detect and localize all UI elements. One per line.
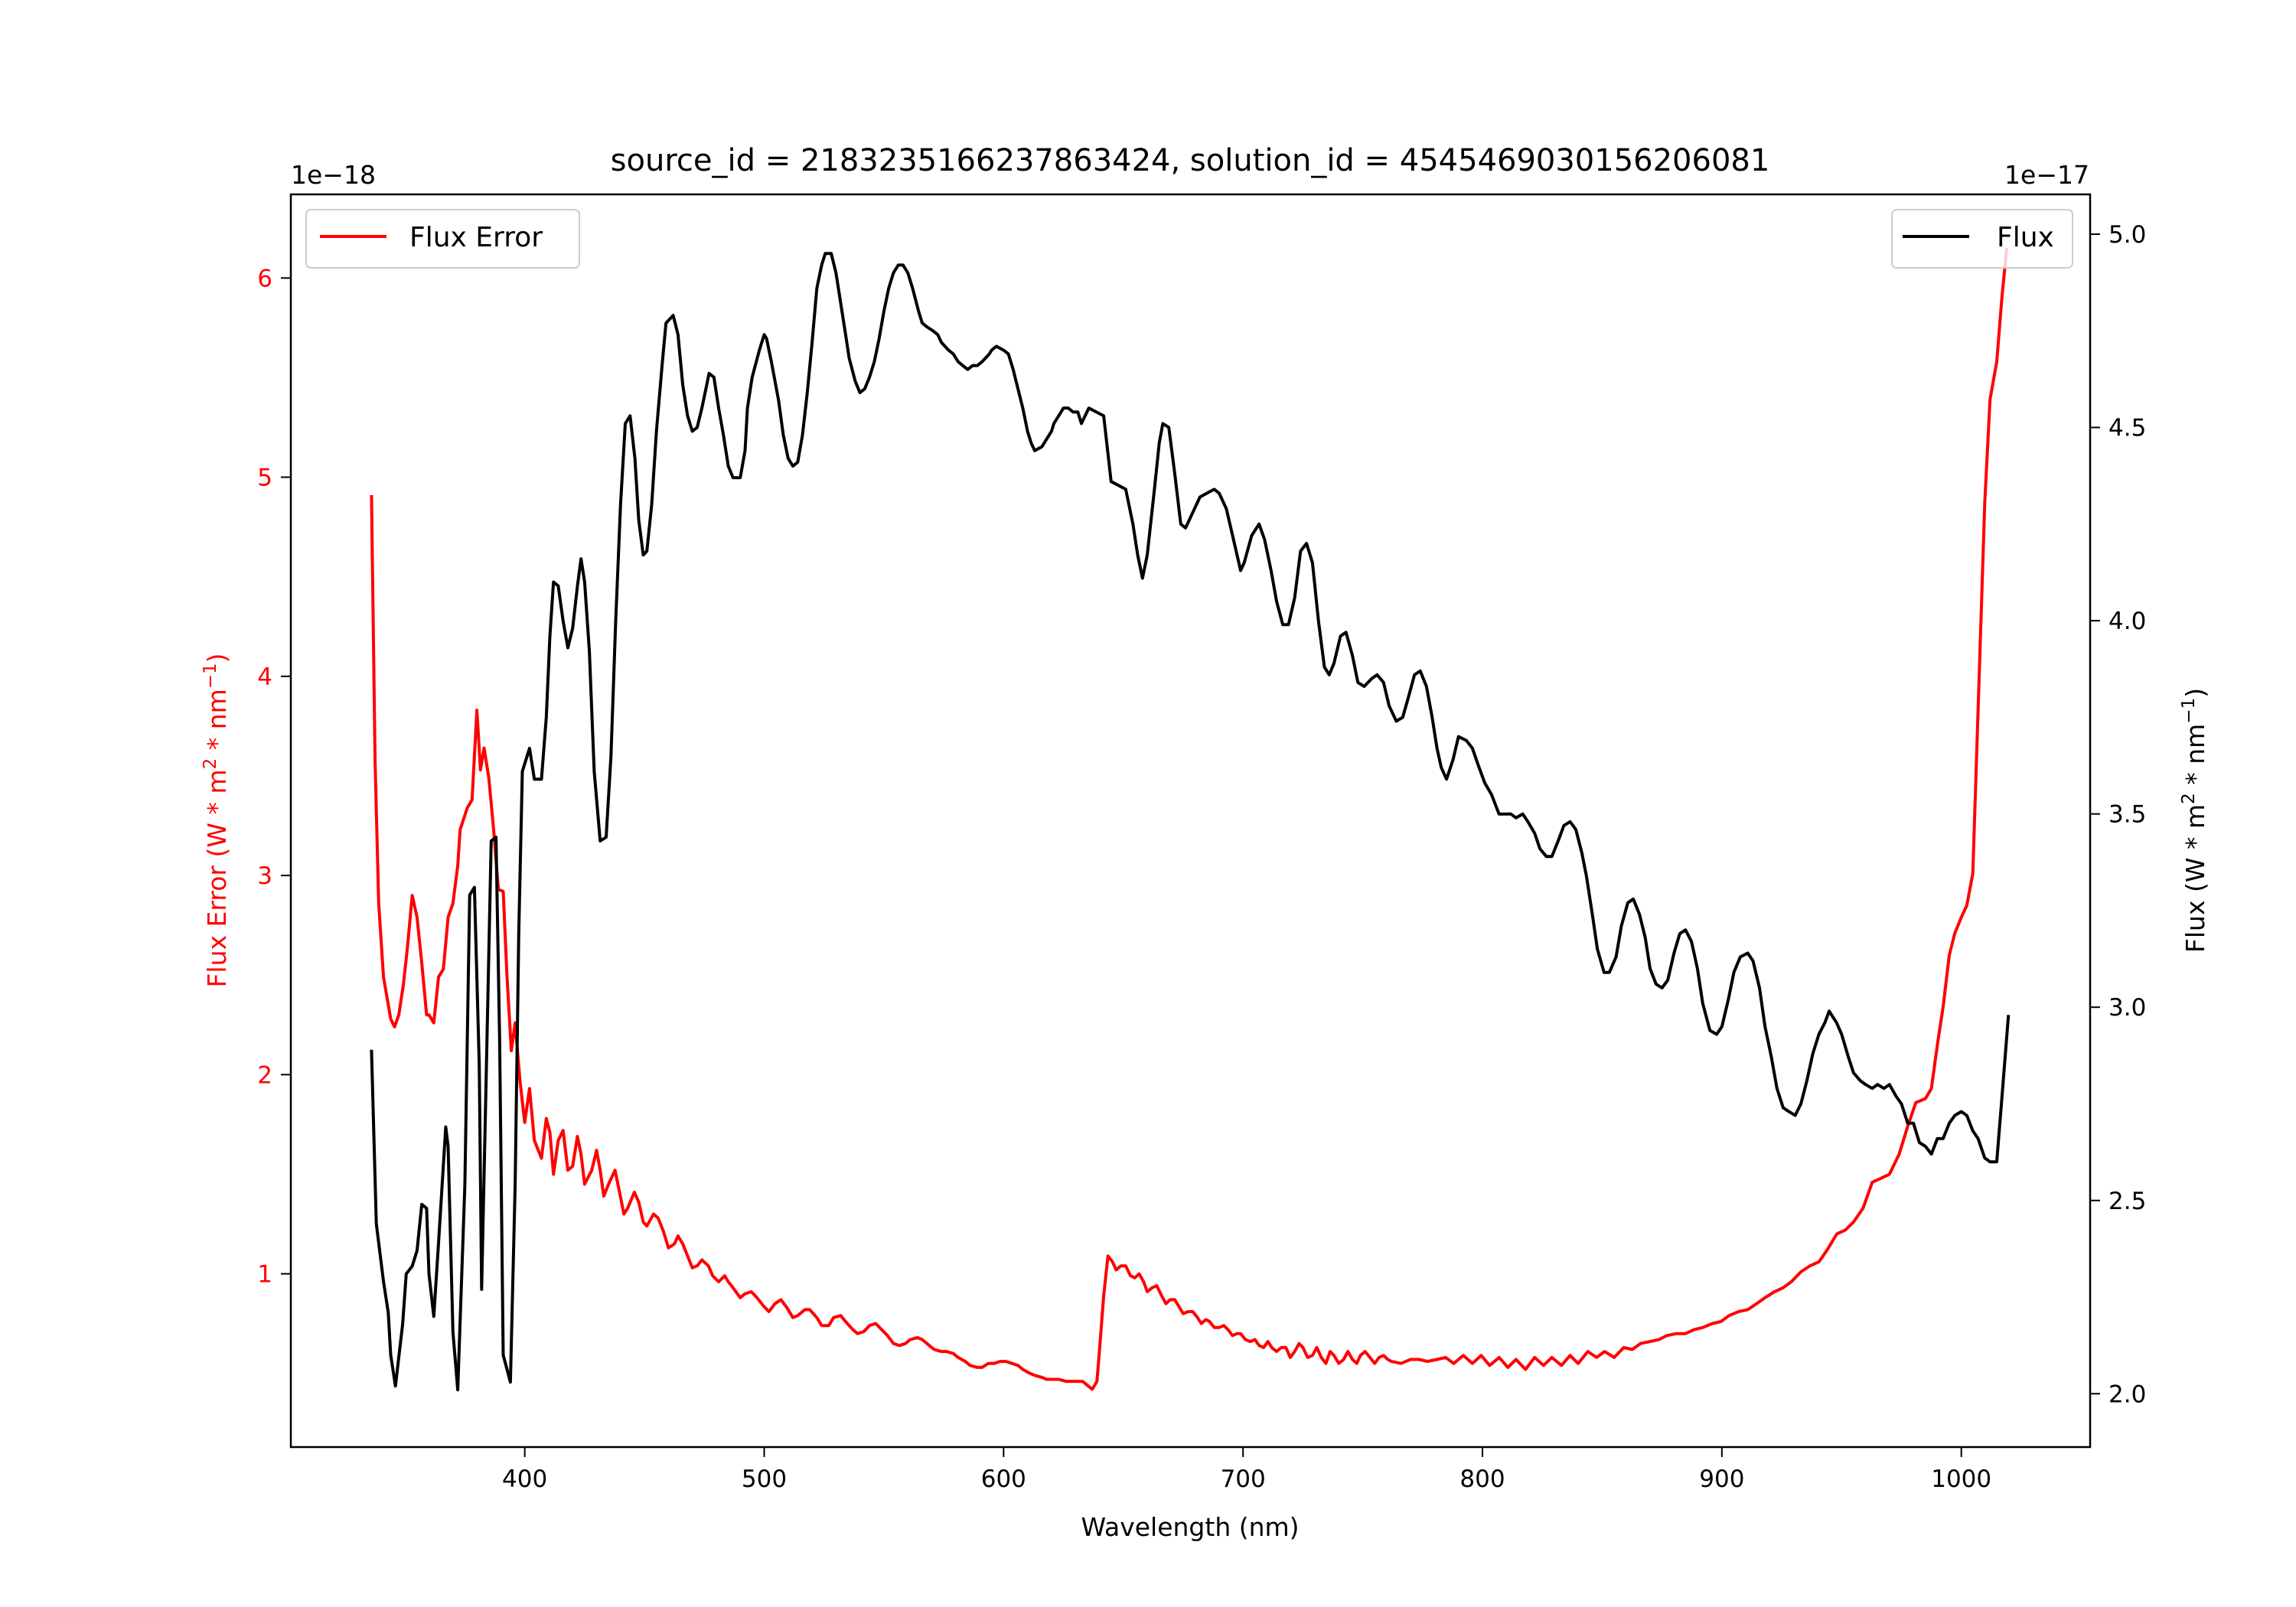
axis-label-part: * nm — [202, 689, 232, 758]
axis-label-part: Flux (W * m — [2180, 804, 2210, 953]
left-offset-label: 1e−18 — [291, 160, 376, 190]
axis-label-part: * nm — [2180, 724, 2210, 794]
x-tick-label: 500 — [742, 1465, 787, 1493]
axis-label-superscript: −1 — [201, 663, 220, 689]
axis-label-superscript: −1 — [2179, 698, 2199, 724]
left-y-tick-label: 3 — [257, 862, 272, 890]
left-y-tick-label: 4 — [257, 663, 272, 691]
left-y-tick-label: 1 — [257, 1261, 272, 1289]
x-tick-label: 900 — [1699, 1465, 1744, 1493]
flux-line — [370, 252, 2011, 1392]
axis-label-superscript: 2 — [201, 758, 220, 770]
axis-label-superscript: 2 — [2179, 793, 2199, 804]
right-y-tick-label: 3.5 — [2108, 801, 2146, 829]
legend-flux-label: Flux — [1997, 222, 2054, 253]
right-y-axis-label: Flux (W * m2 * nm−1) — [2179, 688, 2210, 953]
x-tick-label: 700 — [1221, 1465, 1266, 1493]
x-tick-label: 1000 — [1931, 1465, 1991, 1493]
right-offset-label: 1e−17 — [2004, 160, 2089, 190]
right-y-tick-label: 4.0 — [2108, 608, 2146, 635]
axis-label-part: ) — [202, 653, 232, 663]
right-y-tick-label: 2.0 — [2108, 1380, 2146, 1408]
left-y-tick-label: 6 — [257, 265, 272, 292]
left-y-axis-label: Flux Error (W * m2 * nm−1) — [201, 653, 232, 987]
left-y-tick-label: 5 — [257, 464, 272, 492]
left-y-tick-label: 2 — [257, 1061, 272, 1089]
x-tick-label: 400 — [502, 1465, 547, 1493]
legend-flux-error-label: Flux Error — [409, 222, 543, 253]
right-y-tick-label: 5.0 — [2108, 221, 2146, 249]
right-y-tick-label: 3.0 — [2108, 994, 2146, 1022]
chart-title: source_id = 2183235166237863424, solutio… — [611, 143, 1770, 178]
axis-label-part: Flux Error (W * m — [202, 769, 232, 987]
right-y-tick-label: 2.5 — [2108, 1188, 2146, 1215]
axis-label-part: ) — [2180, 688, 2210, 698]
legend-flux-error: Flux Error — [305, 209, 580, 269]
series-layer — [370, 248, 2011, 1392]
ticks-layer: 400 500 600 700 800 900 1000 1 2 3 4 5 6 2.0 2.5 3.0 3.5… — [257, 221, 2146, 1493]
legend-flux: Flux — [1891, 209, 2073, 269]
x-axis-label: Wavelength (nm) — [1081, 1512, 1299, 1542]
x-tick-label: 800 — [1459, 1465, 1505, 1493]
plot-frame — [289, 193, 2092, 1449]
flux-error-line — [370, 248, 2009, 1391]
x-tick-label: 600 — [981, 1465, 1026, 1493]
right-y-tick-label: 4.5 — [2108, 415, 2146, 442]
